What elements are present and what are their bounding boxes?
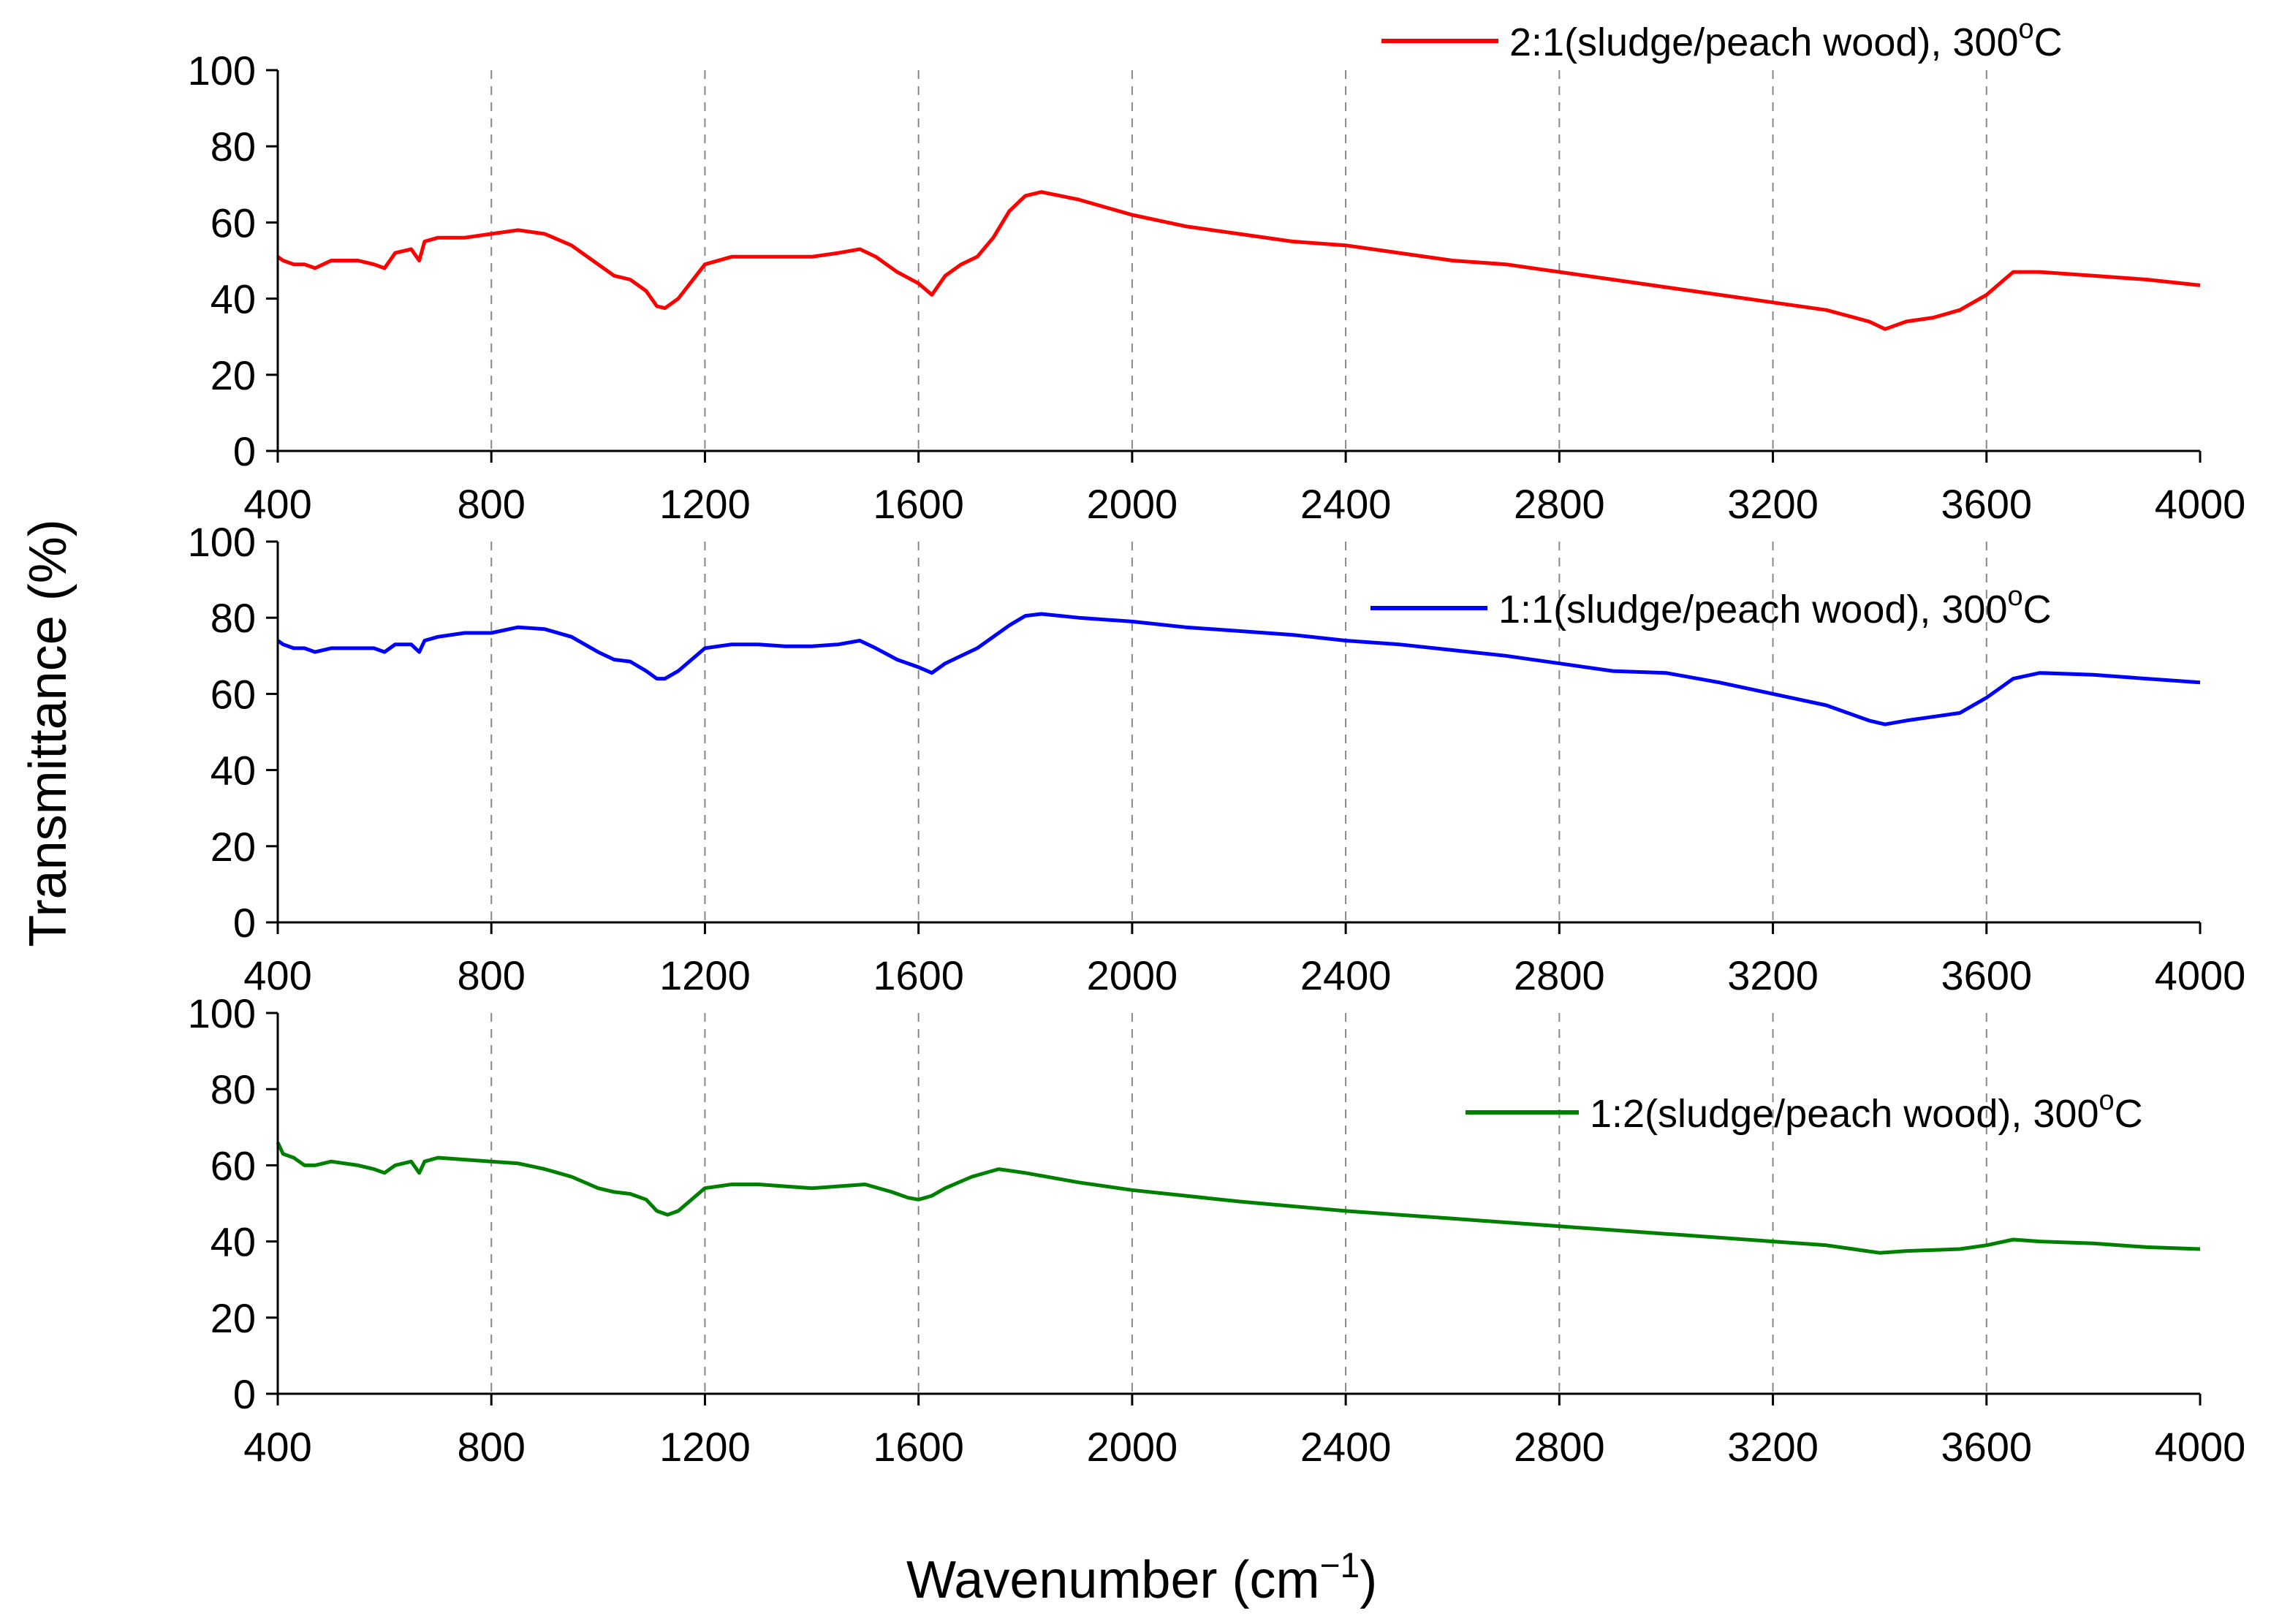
y-tick-label: 0 (233, 900, 256, 946)
y-tick-label: 100 (188, 519, 256, 565)
x-tick-label: 2000 (1087, 1424, 1178, 1470)
legend-label: 1:2(sludge/peach wood), 300oC (1590, 1085, 2143, 1136)
x-tick-label: 1600 (873, 481, 964, 527)
x-tick-label: 4000 (2155, 952, 2246, 998)
x-tick-label: 1600 (873, 1424, 964, 1470)
y-tick-label: 40 (211, 1219, 256, 1265)
x-tick-label: 2000 (1087, 481, 1178, 527)
x-tick-label: 3600 (1941, 481, 2032, 527)
x-tick-label: 2400 (1300, 481, 1392, 527)
panel-2: 0 20 40 60 80 100 400 800 1200 1600 2000 2400 2800 32… (188, 519, 2246, 998)
x-tick-label: 1200 (659, 481, 751, 527)
series-line-3 (276, 1142, 2201, 1255)
y-axis-title: Transmittance (%) (19, 519, 77, 946)
y-tick-label: 80 (211, 124, 256, 170)
x-tick-label: 400 (243, 1424, 311, 1470)
y-tick-label: 80 (211, 1066, 256, 1112)
legend-1: 2:1(sludge/peach wood), 300oC (1381, 14, 2063, 64)
series-line-2 (276, 612, 2201, 726)
panel-1: 0 20 40 60 80 100 400 800 1200 1600 2000 2400 2800 32… (188, 14, 2246, 527)
x-tick-label: 800 (458, 952, 526, 998)
y-tick-label: 20 (211, 824, 256, 870)
y-tick-label: 80 (211, 595, 256, 641)
x-tick-label: 2400 (1300, 952, 1392, 998)
y-tick-label: 40 (211, 276, 256, 322)
y-tick-label: 0 (233, 428, 256, 474)
y-tick-label: 40 (211, 748, 256, 794)
x-tick-label: 2800 (1514, 1424, 1605, 1470)
y-tick-label: 60 (211, 200, 256, 246)
legend-3: 1:2(sludge/peach wood), 300oC (1466, 1085, 2143, 1136)
x-axis-title-text: Wavenumber (cm (906, 1551, 1319, 1609)
legend-2: 1:1(sludge/peach wood), 300oC (1370, 581, 2052, 631)
legend-label: 2:1(sludge/peach wood), 300oC (1509, 14, 2063, 64)
y-tick-label: 100 (188, 48, 256, 94)
x-tick-label: 400 (243, 481, 311, 527)
x-tick-label: 800 (458, 481, 526, 527)
x-tick-label: 2000 (1087, 952, 1178, 998)
x-tick-label: 2800 (1514, 952, 1605, 998)
y-tick-label: 20 (211, 352, 256, 398)
x-axis-title: Wavenumber (cm−1) (906, 1547, 1377, 1609)
y-tick-label: 60 (211, 1142, 256, 1188)
x-tick-label: 3600 (1941, 1424, 2032, 1470)
x-tick-label: 2400 (1300, 1424, 1392, 1470)
panel-3: 0 20 40 60 80 100 400 800 1200 1600 2000 2400 2800 32… (188, 990, 2246, 1470)
x-tick-label: 800 (458, 1424, 526, 1470)
y-tick-label: 0 (233, 1371, 256, 1417)
y-tick-label: 20 (211, 1295, 256, 1341)
x-axis-title-superscript: −1 (1319, 1547, 1360, 1585)
x-tick-label: 3200 (1727, 952, 1819, 998)
x-tick-label: 3200 (1727, 1424, 1819, 1470)
legend-label: 1:1(sludge/peach wood), 300oC (1498, 581, 2052, 631)
x-tick-label: 2800 (1514, 481, 1605, 527)
x-tick-label: 1600 (873, 952, 964, 998)
x-tick-label: 1200 (659, 952, 751, 998)
series-line-1 (276, 190, 2201, 331)
y-tick-label: 100 (188, 990, 256, 1036)
x-tick-label: 4000 (2155, 481, 2246, 527)
y-tick-label: 60 (211, 671, 256, 717)
x-tick-label: 1200 (659, 1424, 751, 1470)
x-tick-label: 3600 (1941, 952, 2032, 998)
x-tick-label: 400 (243, 952, 311, 998)
x-tick-label: 3200 (1727, 481, 1819, 527)
x-tick-label: 4000 (2155, 1424, 2246, 1470)
x-axis-title-close: ) (1360, 1551, 1377, 1609)
